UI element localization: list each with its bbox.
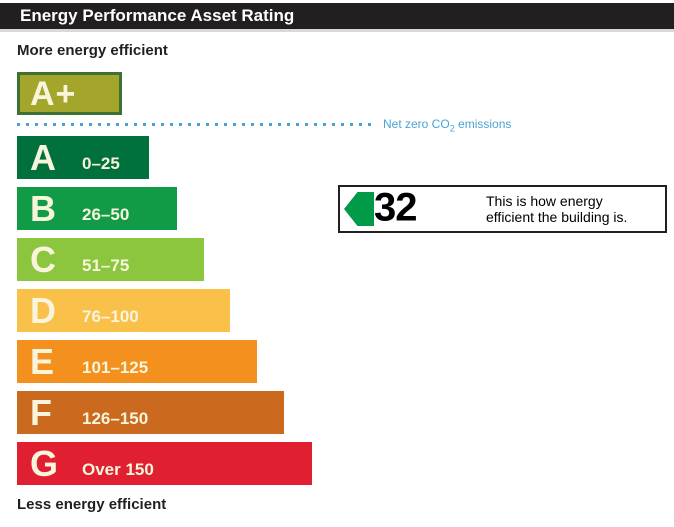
rating-description-line1: This is how energy [486,193,603,209]
title-bar: Energy Performance Asset Rating [0,3,674,29]
net-zero-label-prefix: Net zero CO [383,117,450,131]
band-range: 101–125 [82,358,149,377]
current-rating-value: 32 [374,185,417,230]
title-bar-shadow [0,29,674,32]
band-letter: F [30,391,52,433]
rating-band: B 26–50 [17,187,177,230]
less-efficient-label: Less energy efficient [17,496,167,513]
rating-description: This is how energy efficient the buildin… [486,193,627,225]
net-zero-label-subscript: 2 [449,123,455,134]
rating-band: C 51–75 [17,238,204,281]
band-range: 51–75 [82,256,130,275]
rating-bands: A 0–25 B 26–50 C 51–75 D 76–100 E 101–12… [17,136,312,493]
band-letter: A [30,136,56,178]
more-efficient-label: More energy efficient [17,42,168,59]
band-a-plus: A+ [17,72,122,115]
left-arrow-icon [344,192,374,226]
band-letter: E [30,340,55,382]
band-range: Over 150 [82,460,154,479]
band-letter: D [30,289,56,331]
band-a-plus-letter: A+ [30,74,77,113]
rating-band: E 101–125 [17,340,257,383]
band-range: 26–50 [82,205,130,224]
net-zero-dotted-line [17,123,375,126]
band-letter: C [30,238,56,280]
rating-description-line2: efficient the building is. [486,209,628,225]
band-letter: G [30,442,59,484]
rating-band: A 0–25 [17,136,149,179]
band-range: 0–25 [82,154,120,173]
net-zero-label: Net zero CO2 emissions [383,117,511,133]
rating-band: D 76–100 [17,289,230,332]
page-title: Energy Performance Asset Rating [20,6,295,25]
rating-band: F 126–150 [17,391,284,434]
band-range: 76–100 [82,307,139,326]
rating-band: G Over 150 [17,442,312,485]
band-range: 126–150 [82,409,149,428]
current-rating-box: 32 This is how energy efficient the buil… [338,185,667,233]
band-letter: B [30,187,56,229]
net-zero-label-suffix: emissions [454,117,512,131]
